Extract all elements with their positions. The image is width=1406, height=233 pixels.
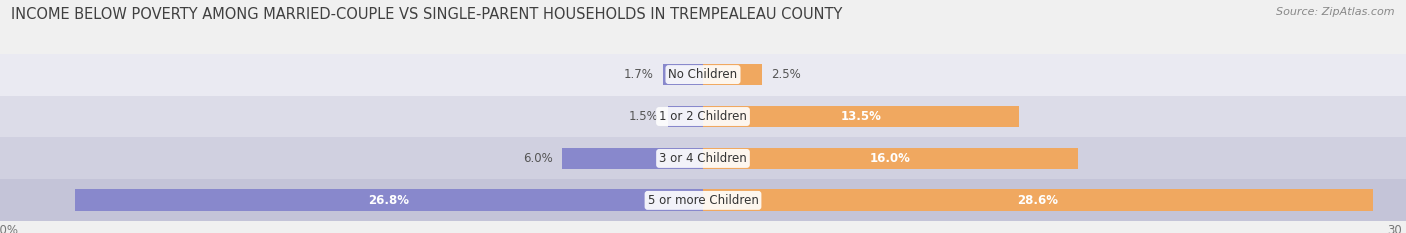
Bar [664,64,703,86]
Text: 26.8%: 26.8% [368,194,409,207]
Text: 5 or more Children: 5 or more Children [648,194,758,207]
Text: 1.5%: 1.5% [628,110,658,123]
Text: 13.5%: 13.5% [841,110,882,123]
Text: Source: ZipAtlas.com: Source: ZipAtlas.com [1277,7,1395,17]
Bar [0,137,1406,179]
Text: 3 or 4 Children: 3 or 4 Children [659,152,747,165]
Text: INCOME BELOW POVERTY AMONG MARRIED-COUPLE VS SINGLE-PARENT HOUSEHOLDS IN TREMPEA: INCOME BELOW POVERTY AMONG MARRIED-COUPL… [11,7,842,22]
Bar [0,96,1406,137]
Text: 2.5%: 2.5% [770,68,800,81]
Bar [562,147,703,169]
Bar [0,54,1406,96]
Bar [668,106,703,127]
Text: 28.6%: 28.6% [1018,194,1059,207]
Text: 1.7%: 1.7% [624,68,654,81]
Bar [703,64,762,86]
Text: 1 or 2 Children: 1 or 2 Children [659,110,747,123]
Text: 16.0%: 16.0% [870,152,911,165]
Bar [0,179,1406,221]
Text: No Children: No Children [668,68,738,81]
Bar [703,106,1019,127]
Bar [703,189,1374,211]
Bar [75,189,703,211]
Text: 6.0%: 6.0% [523,152,553,165]
Bar [703,147,1078,169]
